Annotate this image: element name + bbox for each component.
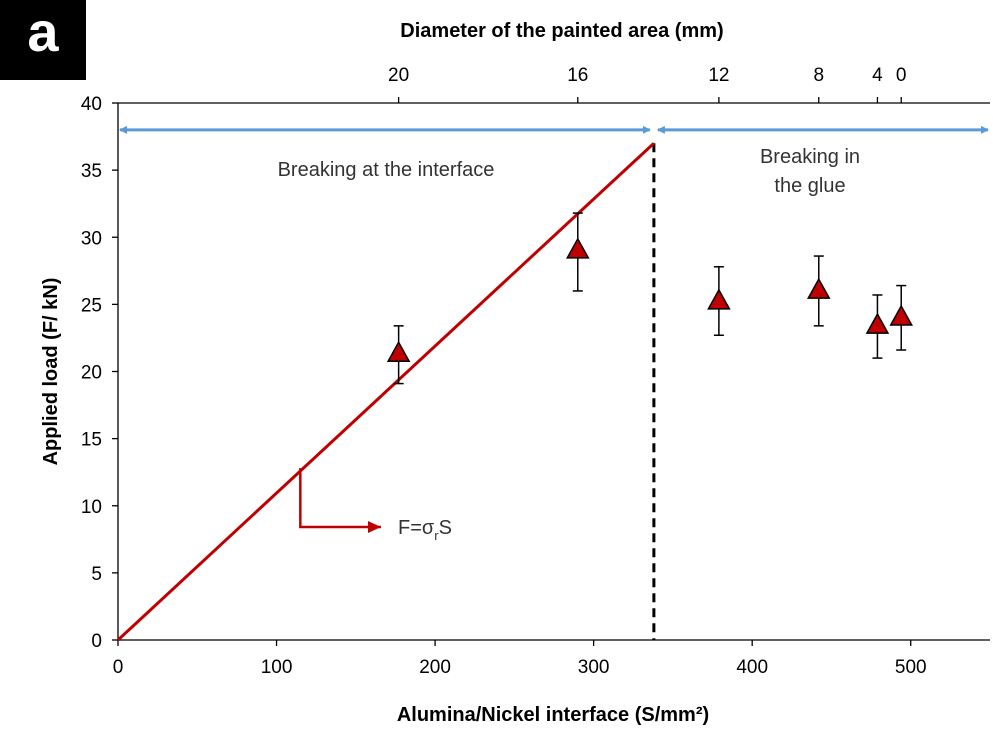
region-label-glue-line-2: the glue	[774, 175, 845, 197]
data-point-triangle	[889, 304, 913, 326]
x-tick-label: 0	[113, 657, 124, 678]
y-tick-label: 25	[81, 295, 102, 316]
x-tick-label: 300	[578, 657, 610, 678]
top-tick-label: 12	[708, 65, 729, 86]
top-tick-label: 8	[813, 65, 824, 86]
data-point-triangle	[566, 237, 590, 259]
data-point-triangle	[386, 340, 411, 363]
y-tick-label: 40	[81, 94, 102, 115]
region-label-glue-line-1: Breaking in	[760, 146, 860, 168]
region-label-interface: Breaking at the interface	[278, 159, 495, 181]
top-tick-label: 20	[388, 65, 409, 86]
y-tick-label: 30	[81, 228, 102, 249]
y-tick-label: 10	[81, 497, 102, 518]
y-tick-label: 5	[91, 564, 102, 585]
formula-label: F=σrS	[398, 517, 452, 543]
data-point-triangle	[865, 312, 890, 334]
top-tick-label: 4	[872, 65, 883, 86]
top-tick-label: 16	[567, 65, 588, 86]
y-axis-title: Applied load (F/ kN)	[40, 278, 62, 466]
x-axis-title: Alumina/Nickel interface (S/mm²)	[397, 704, 709, 726]
fit-line	[116, 142, 655, 642]
data-point-triangle	[707, 288, 731, 310]
top-axis-title: Diameter of the painted area (mm)	[400, 20, 723, 42]
panel-label: a	[0, 0, 86, 80]
y-tick-label: 15	[81, 430, 102, 451]
x-tick-label: 400	[736, 657, 768, 678]
y-tick-label: 20	[81, 363, 102, 384]
y-tick-label: 35	[81, 161, 102, 182]
y-tick-label: 0	[91, 631, 102, 652]
x-tick-label: 500	[895, 657, 927, 678]
data-point-triangle	[806, 277, 831, 299]
formula-leader-arrow	[299, 468, 381, 533]
x-tick-label: 200	[419, 657, 451, 678]
x-tick-label: 100	[261, 657, 293, 678]
top-tick-label: 0	[896, 65, 907, 86]
